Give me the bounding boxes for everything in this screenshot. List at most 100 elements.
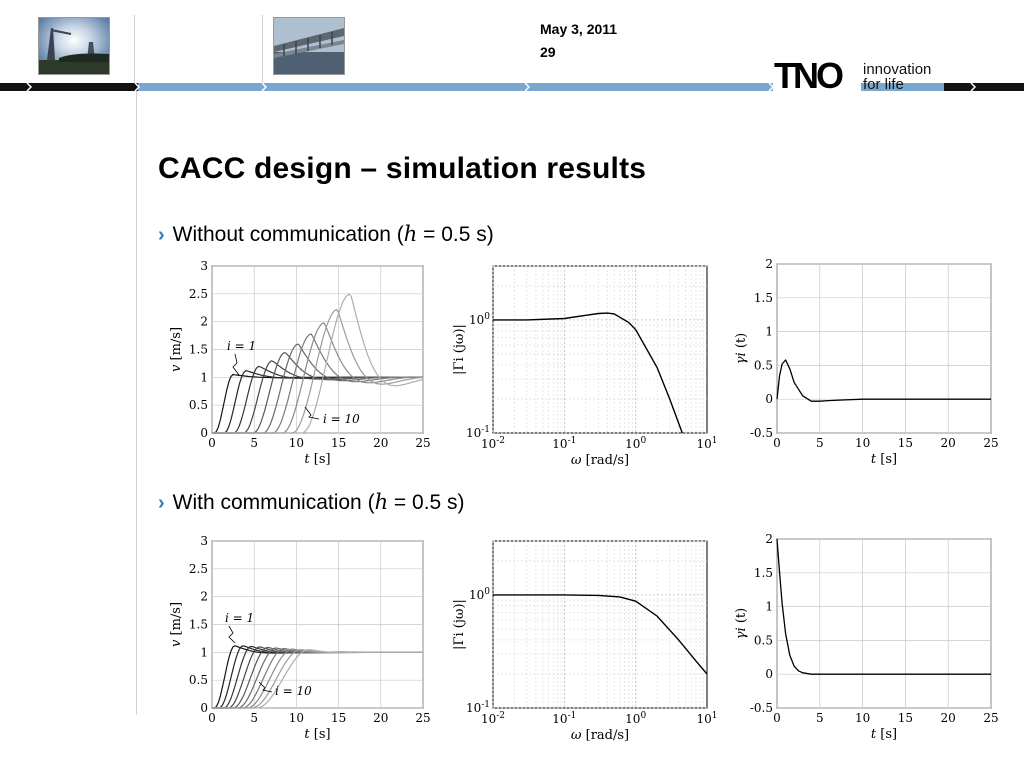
x-tick-label: 0: [208, 436, 216, 450]
y-tick-label: 1: [765, 600, 773, 614]
x-axis-label: ω [rad/s]: [571, 728, 629, 743]
x-tick-label: 10: [855, 711, 870, 725]
x-tick-label: 15: [331, 436, 346, 450]
y-tick-label: 2: [200, 590, 208, 604]
x-tick-label: 10-2: [481, 711, 505, 726]
tno-tagline-line1: innovation: [863, 61, 931, 78]
y-tick-label: 0.5: [754, 633, 773, 647]
y-tick-label: 10-1: [466, 700, 490, 715]
y-tick-label: 0.5: [189, 398, 208, 412]
y-tick-label: 0: [200, 701, 208, 715]
y-axis-label: v [m/s]: [169, 327, 184, 372]
x-axis-label: t [s]: [304, 452, 330, 467]
figure-without-communication: 0 5 10 15 20 25 0 0.5 1 1.5 2 2.5 3 t [s] v [m/s] i = 1…: [165, 255, 1000, 470]
y-axis-label: |Γi (jω)|: [452, 324, 467, 375]
slide-title: CACC design – simulation results: [158, 152, 647, 185]
annotation-leader: [304, 406, 320, 420]
x-tick-label: 100: [625, 711, 646, 726]
annotation-leader: [228, 625, 236, 644]
bullet-tail: = 0.5 s): [417, 223, 494, 246]
annotation-leader: [232, 353, 240, 376]
chevron-right-icon: ›: [158, 224, 165, 246]
x-tick-label: 10: [289, 711, 304, 725]
tno-logo-mark: TNO: [774, 58, 843, 92]
series-line: [776, 538, 991, 675]
x-tick-label: 20: [373, 436, 388, 450]
y-tick-label: 1.5: [189, 618, 208, 632]
x-tick-label: 10-1: [552, 436, 576, 451]
slide-date: May 3, 2011: [540, 21, 618, 37]
annotation-first-vehicle: i = 1: [227, 339, 256, 353]
y-tick-label: 0: [200, 426, 208, 440]
y-tick-label: -0.5: [750, 426, 773, 440]
header-photo-industrial: [38, 17, 110, 75]
y-tick-label: 0: [765, 392, 773, 406]
x-tick-label: 20: [941, 436, 956, 450]
x-tick-label: 15: [331, 711, 346, 725]
chevron-right-icon: ›: [158, 492, 165, 514]
x-tick-label: 25: [983, 711, 998, 725]
figure-with-communication: 0 5 10 15 20 25 0 0.5 1 1.5 2 2.5 3 t [s] v [m/s] i = 1…: [165, 530, 1000, 745]
y-tick-label: 100: [469, 312, 490, 327]
y-tick-label: 1: [200, 370, 208, 384]
x-axis-label: t [s]: [871, 452, 897, 467]
x-tick-label: 20: [941, 711, 956, 725]
y-tick-label: 1.5: [754, 291, 773, 305]
x-tick-label: 25: [415, 711, 430, 725]
bullet-math-var: h: [374, 490, 389, 514]
bullet-lead: With communication (: [172, 491, 375, 514]
x-tick-label: 10: [855, 436, 870, 450]
y-tick-label: 100: [469, 587, 490, 602]
bullet-with-communication: › With communication (h = 0.5 s): [158, 490, 465, 515]
y-axis-label: |Γi (jω)|: [452, 599, 467, 650]
bullet-lead: Without communication (: [172, 223, 404, 246]
annotation-first-vehicle: i = 1: [225, 611, 254, 625]
chart-panel-impulse-response: 0 5 10 15 20 25-0.500.511.52t [s]γi (t): [734, 532, 999, 742]
x-tick-label: 15: [898, 436, 913, 450]
plot-area: [492, 265, 708, 434]
y-tick-label: 2.5: [189, 562, 208, 576]
y-tick-label: 2.5: [189, 287, 208, 301]
plot-area: [492, 540, 708, 709]
y-tick-label: 0.5: [754, 358, 773, 372]
chart-panel-velocity: 0 5 10 15 20 25 0 0.5 1 1.5 2 2.5 3 t [s] v [m/s] i = 1…: [169, 259, 431, 467]
y-tick-label: 1: [200, 645, 208, 659]
y-tick-label: 2: [200, 315, 208, 329]
x-axis-label: t [s]: [871, 727, 897, 742]
x-tick-label: 25: [415, 436, 430, 450]
y-axis-label: γi (t): [734, 333, 749, 364]
content-divider: [136, 90, 137, 715]
x-tick-label: 0: [773, 436, 781, 450]
y-tick-label: 1: [765, 325, 773, 339]
x-tick-label: 5: [250, 436, 258, 450]
y-tick-label: 3: [200, 259, 208, 273]
header-photo-bridge: [273, 17, 345, 75]
x-tick-label: 25: [983, 436, 998, 450]
bullet-without-communication: › Without communication (h = 0.5 s): [158, 222, 494, 247]
header-bar: [0, 83, 1024, 91]
y-axis-label: γi (t): [734, 608, 749, 639]
y-tick-label: 10-1: [466, 425, 490, 440]
series-line: [493, 312, 683, 434]
chart-panel-impulse-response: 0 5 10 15 20 25-0.500.511.52t [s]γi (t): [734, 257, 999, 467]
y-tick-label: 0.5: [189, 673, 208, 687]
annotation-last-vehicle: i = 10: [323, 412, 360, 426]
y-tick-label: 2: [765, 532, 773, 546]
x-axis-label: t [s]: [304, 727, 330, 742]
y-axis-label: v [m/s]: [169, 602, 184, 647]
annotation-leader: [258, 681, 273, 693]
plot-area: [776, 263, 992, 434]
y-tick-label: 3: [200, 534, 208, 548]
x-tick-label: 20: [373, 711, 388, 725]
series-line: [493, 594, 708, 675]
x-tick-label: 5: [250, 711, 258, 725]
y-tick-label: 2: [765, 257, 773, 271]
tno-tagline-line2: for life: [863, 76, 904, 92]
x-tick-label: 10: [289, 436, 304, 450]
bullet-tail: = 0.5 s): [388, 491, 465, 514]
series-line: [776, 359, 991, 402]
header-divider: [134, 15, 135, 85]
